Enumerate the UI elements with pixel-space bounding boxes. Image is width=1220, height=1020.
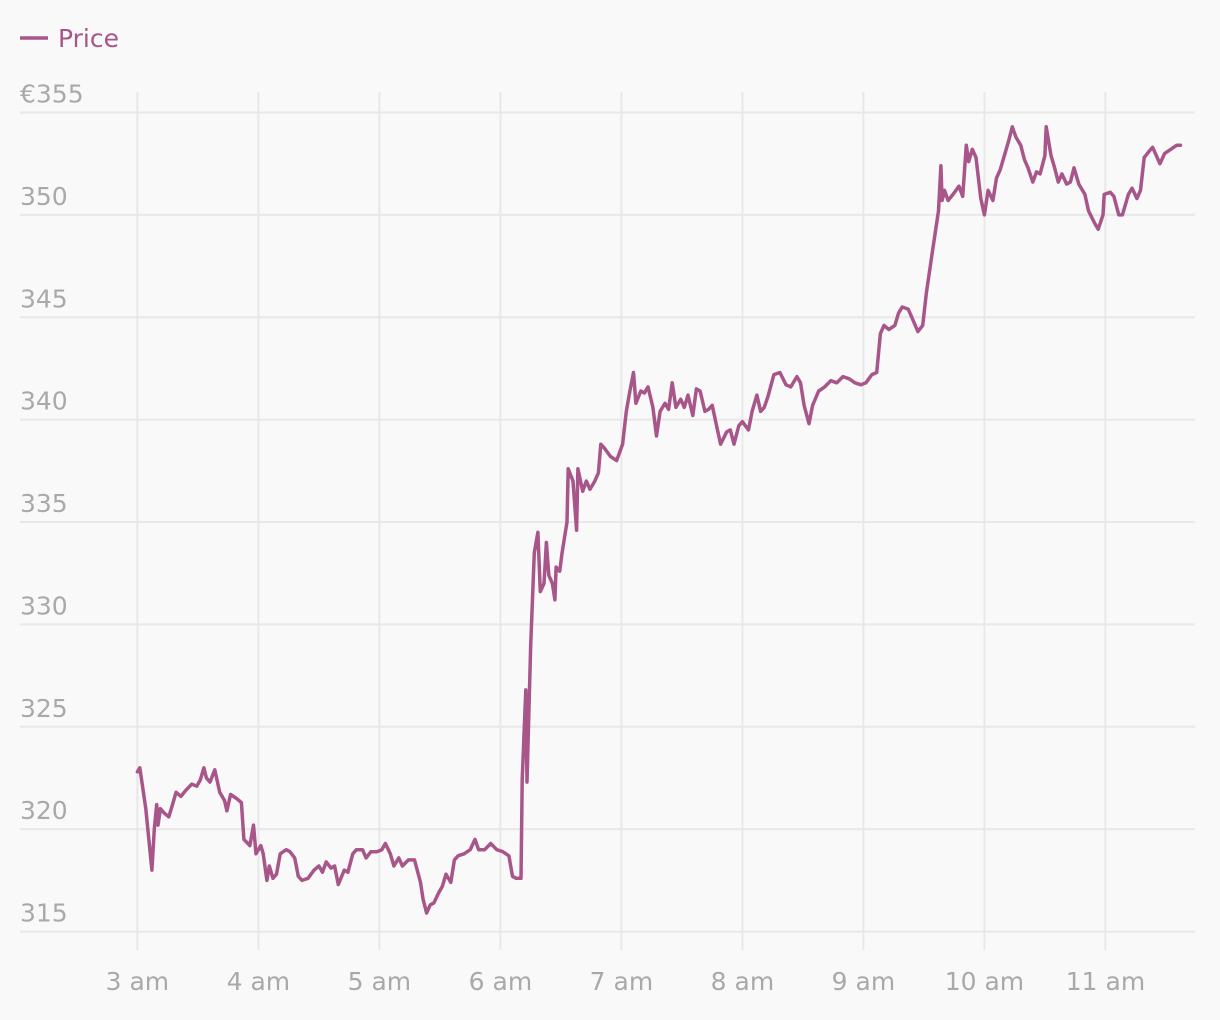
y-tick-label: 350 [20, 182, 68, 211]
y-tick-label: 330 [20, 591, 68, 620]
y-tick-label: 345 [20, 284, 68, 313]
y-tick-label: 340 [20, 387, 68, 416]
y-tick-label: €355 [20, 79, 84, 108]
x-tick-label: 4 am [227, 967, 291, 996]
x-tick-label: 3 am [106, 967, 170, 996]
y-tick-label: 315 [20, 899, 68, 928]
x-tick-label: 7 am [590, 967, 654, 996]
x-tick-label: 10 am [945, 967, 1024, 996]
x-tick-label: 6 am [469, 967, 533, 996]
x-tick-label: 8 am [711, 967, 775, 996]
y-tick-label: 325 [20, 694, 68, 723]
y-tick-label: 320 [20, 796, 68, 825]
legend-label: Price [58, 24, 119, 53]
y-tick-label: 335 [20, 489, 68, 518]
x-tick-label: 5 am [348, 967, 412, 996]
price-line [135, 125, 1183, 915]
x-tick-label: 9 am [832, 967, 896, 996]
x-tick-label: 11 am [1066, 967, 1145, 996]
